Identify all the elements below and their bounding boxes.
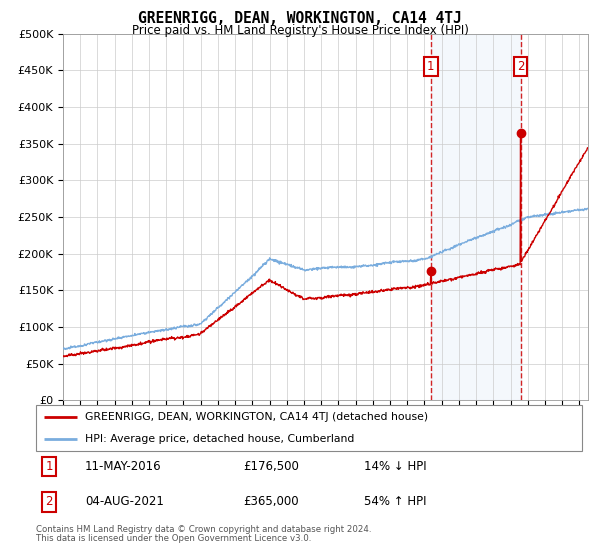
Text: GREENRIGG, DEAN, WORKINGTON, CA14 4TJ (detached house): GREENRIGG, DEAN, WORKINGTON, CA14 4TJ (d… xyxy=(85,412,428,422)
Text: 04-AUG-2021: 04-AUG-2021 xyxy=(85,496,164,508)
Text: £365,000: £365,000 xyxy=(244,496,299,508)
FancyBboxPatch shape xyxy=(36,405,582,451)
Text: 11-MAY-2016: 11-MAY-2016 xyxy=(85,460,162,473)
Text: 54% ↑ HPI: 54% ↑ HPI xyxy=(364,496,426,508)
Text: 2: 2 xyxy=(45,496,53,508)
Text: This data is licensed under the Open Government Licence v3.0.: This data is licensed under the Open Gov… xyxy=(36,534,311,543)
Text: Contains HM Land Registry data © Crown copyright and database right 2024.: Contains HM Land Registry data © Crown c… xyxy=(36,525,371,534)
Text: 1: 1 xyxy=(45,460,53,473)
Text: 1: 1 xyxy=(427,60,434,73)
Text: Price paid vs. HM Land Registry's House Price Index (HPI): Price paid vs. HM Land Registry's House … xyxy=(131,24,469,36)
Text: 14% ↓ HPI: 14% ↓ HPI xyxy=(364,460,426,473)
Text: £176,500: £176,500 xyxy=(244,460,299,473)
Bar xyxy=(431,34,521,400)
Text: 2: 2 xyxy=(517,60,524,73)
Text: GREENRIGG, DEAN, WORKINGTON, CA14 4TJ: GREENRIGG, DEAN, WORKINGTON, CA14 4TJ xyxy=(138,11,462,26)
Text: HPI: Average price, detached house, Cumberland: HPI: Average price, detached house, Cumb… xyxy=(85,434,355,444)
